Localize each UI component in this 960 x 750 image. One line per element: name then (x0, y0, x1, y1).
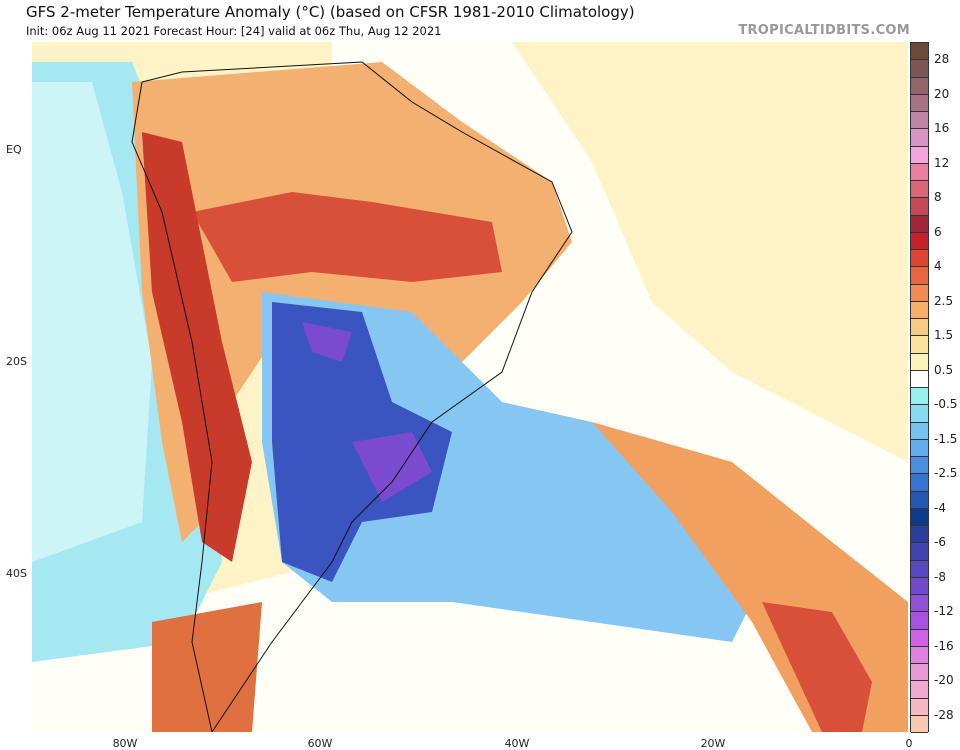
colorbar-label: 0.5 (934, 362, 954, 377)
colorbar-label: 1.5 (934, 328, 954, 343)
colorbar-swatch (911, 422, 928, 440)
colorbar-swatch (911, 577, 928, 595)
pacific-cool-inner (32, 82, 152, 562)
colorbar-swatch (911, 595, 928, 613)
colorbar-label: -6 (934, 535, 946, 550)
colorbar-swatch (911, 250, 928, 268)
colorbar-label: -4 (934, 500, 946, 515)
colorbar-swatch (911, 43, 928, 61)
map-title: GFS 2-meter Temperature Anomaly (°C) (ba… (26, 3, 635, 21)
colorbar-swatch (911, 474, 928, 492)
colorbar-swatch (911, 543, 928, 561)
colorbar-label: -0.5 (934, 397, 958, 412)
colorbar-swatch (911, 232, 928, 250)
colorbar-label: 8 (934, 190, 942, 205)
land-warm (132, 62, 572, 542)
colorbar-label: 6 (934, 224, 942, 239)
lon-label-0: 0 (905, 737, 913, 750)
colorbar-label: 2.5 (934, 293, 954, 308)
colorbar-label: -16 (934, 638, 954, 653)
colorbar-label: -8 (934, 569, 946, 584)
lon-label-80w: 80W (112, 737, 138, 750)
lat-label-eq: EQ (6, 143, 22, 156)
colorbar-swatch (911, 612, 928, 630)
colorbar-swatch (911, 284, 928, 302)
colorbar-swatch (911, 491, 928, 509)
colorbar-swatch (911, 388, 928, 406)
colorbar-swatch (911, 146, 928, 164)
colorbar-swatch (911, 681, 928, 699)
colorbar-swatch (911, 215, 928, 233)
colorbar-label: -20 (934, 673, 954, 688)
colorbar-swatch (911, 370, 928, 388)
colorbar-label: 12 (934, 155, 950, 170)
colorbar-swatch (911, 698, 928, 716)
colorbar-label: 16 (934, 121, 950, 136)
colorbar-swatch (911, 301, 928, 319)
colorbar-swatch (911, 508, 928, 526)
colorbar-swatch (911, 336, 928, 354)
lon-label-60w: 60W (307, 737, 333, 750)
colorbar-swatch (911, 353, 928, 371)
watermark: TROPICALTIDBITS.COM (738, 23, 910, 38)
colorbar-swatch (911, 77, 928, 95)
lon-label-20w: 20W (700, 737, 726, 750)
land-hot (192, 192, 502, 282)
cold-purple (302, 322, 432, 502)
lon-label-40w: 40W (504, 737, 530, 750)
colorbar-swatch (911, 319, 928, 337)
colorbar-swatch (911, 163, 928, 181)
colorbar-label: -1.5 (934, 431, 958, 446)
atlantic-hot (762, 602, 872, 732)
colorbar-label: -2.5 (934, 466, 958, 481)
coastline (131, 61, 573, 732)
colorbar-swatch (911, 439, 928, 457)
lat-label-40s: 40S (6, 567, 27, 580)
colorbar-swatch (911, 629, 928, 647)
lat-label-20s: 20S (6, 355, 27, 368)
colorbar-swatch (911, 112, 928, 130)
colorbar-swatch (911, 267, 928, 285)
colorbar-swatch (911, 715, 928, 733)
colorbar-swatch (911, 181, 928, 199)
colorbar-swatch (911, 560, 928, 578)
colorbar-swatch (911, 60, 928, 78)
colorbar (910, 42, 929, 733)
temperature-anomaly-map (32, 42, 908, 732)
colorbar-swatch (911, 526, 928, 544)
colorbar-label: 20 (934, 86, 950, 101)
south-warm (152, 602, 262, 732)
colorbar-swatch (911, 405, 928, 423)
colorbar-label: -12 (934, 604, 954, 619)
colorbar-label: 28 (934, 52, 950, 67)
colorbar-swatch (911, 664, 928, 682)
colorbar-swatch (911, 646, 928, 664)
colorbar-swatch (911, 94, 928, 112)
colorbar-swatch (911, 457, 928, 475)
colorbar-label: 4 (934, 259, 942, 274)
colorbar-swatch (911, 129, 928, 147)
colorbar-swatch (911, 198, 928, 216)
map-subtitle: Init: 06z Aug 11 2021 Forecast Hour: [24… (26, 24, 442, 38)
colorbar-label: -28 (934, 707, 954, 722)
andes-hot (142, 132, 252, 562)
